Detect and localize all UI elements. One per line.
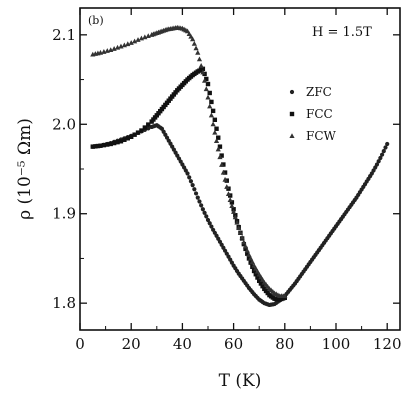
x-tick-label: 20: [122, 335, 141, 353]
series-zfc: [91, 123, 390, 307]
data-point-zfc: [380, 153, 384, 157]
series-fcw: [90, 25, 287, 298]
y-tick-label: 2.0: [52, 115, 76, 133]
data-point-fcc: [211, 109, 215, 113]
data-point-zfc: [199, 203, 203, 207]
data-point-zfc: [194, 191, 198, 195]
y-tick-label: 1.9: [52, 205, 76, 223]
data-point-fcc: [213, 118, 217, 122]
data-point-zfc: [382, 149, 386, 153]
y-tick-label: 1.8: [52, 294, 76, 312]
legend-label-zfc: ZFC: [306, 85, 332, 99]
panel-label: (b): [88, 14, 104, 27]
data-point-zfc: [385, 142, 389, 146]
data-point-fcw: [228, 197, 233, 202]
data-point-fcw: [197, 56, 202, 61]
data-point-fcw: [204, 86, 209, 91]
x-tick-label: 60: [224, 335, 243, 353]
data-point-fcw: [205, 95, 210, 100]
legend-marker-fcc: [290, 112, 294, 116]
data-point-fcc: [209, 100, 213, 104]
y-axis-title: ρ (10⁻⁵ Ωm): [15, 118, 35, 220]
x-tick-label: 80: [275, 335, 294, 353]
data-point-zfc: [187, 175, 191, 179]
series-fcc: [91, 67, 287, 302]
legend-marker-zfc: [290, 90, 294, 94]
data-point-fcw: [209, 113, 214, 118]
data-point-zfc: [196, 196, 200, 200]
legend-marker-fcw: [289, 133, 294, 138]
data-point-zfc: [191, 183, 195, 187]
data-point-zfc: [197, 199, 201, 203]
legend-label-fcw: FCW: [306, 129, 337, 143]
legend-entry-fcc: FCC: [290, 107, 333, 121]
legend-entry-fcw: FCW: [289, 129, 336, 143]
x-axis-title: T (K): [219, 371, 262, 391]
x-tick-label: 100: [322, 335, 351, 353]
plot-frame: [80, 8, 400, 330]
data-point-zfc: [192, 187, 196, 191]
data-point-fcw: [211, 121, 216, 126]
data-point-fcc: [208, 91, 212, 95]
data-point-fcw: [195, 50, 200, 55]
data-point-fcw: [199, 63, 204, 68]
data-point-zfc: [201, 207, 205, 211]
x-tick-label: 120: [373, 335, 402, 353]
x-tick-label: 0: [75, 335, 85, 353]
data-point-zfc: [202, 211, 206, 215]
data-point-zfc: [383, 145, 387, 149]
field-annotation: H = 1.5T: [312, 25, 372, 40]
series-layer: [90, 25, 389, 307]
legend-label-fcc: FCC: [306, 107, 333, 121]
data-point-zfc: [204, 214, 208, 218]
legend: ZFC FCC FCW: [289, 85, 336, 143]
data-point-fcw: [192, 41, 197, 46]
data-point-zfc: [189, 179, 193, 183]
y-tick-label: 2.1: [52, 26, 76, 44]
legend-entry-zfc: ZFC: [290, 85, 332, 99]
data-point-zfc: [185, 171, 189, 175]
data-point-fcw: [207, 104, 212, 109]
x-tick-label: 40: [173, 335, 192, 353]
data-point-fcw: [193, 45, 198, 50]
